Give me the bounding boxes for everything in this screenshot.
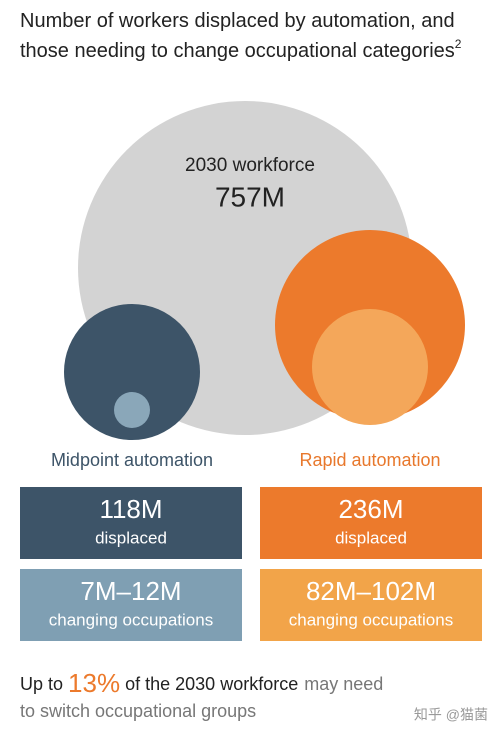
footer-prefix: Up to	[20, 674, 63, 694]
box	[260, 487, 482, 559]
workforce-label: 2030 workforce	[185, 155, 315, 176]
box-label: changing occupations	[289, 610, 453, 629]
footer-suffix: to switch occupational groups	[20, 701, 256, 721]
box-label: displaced	[335, 528, 407, 547]
title-line: Number of workers displaced by automatio…	[20, 10, 455, 32]
workforce-value: 757M	[215, 181, 285, 212]
box	[20, 487, 242, 559]
footer-line: Up to 13% of the 2030 workforce	[20, 668, 298, 698]
box-value: 118M	[99, 494, 162, 524]
title: those needing to change occupational cat…	[20, 40, 455, 62]
scenario-name: Midpoint automation	[51, 450, 213, 470]
footer-middle: of the 2030 workforce	[125, 674, 298, 694]
midpoint-inner-circle	[114, 392, 150, 428]
title: Number of workers displaced by automatio…	[20, 10, 455, 32]
footer-highlight: 13%	[68, 668, 120, 698]
box-label: changing occupations	[49, 610, 213, 629]
box-label: displaced	[95, 528, 167, 547]
footnote: 2	[455, 37, 462, 51]
midpoint-circle	[64, 304, 200, 440]
watermark: 知乎 @猫菌	[414, 707, 488, 723]
title-line: those needing to change occupational cat…	[20, 37, 462, 62]
box-value: 82M–102M	[306, 576, 436, 606]
footer-suffix: may need	[304, 674, 383, 694]
rapid-inner-circle	[312, 309, 428, 425]
scenario-name: Rapid automation	[299, 450, 440, 470]
box	[260, 569, 482, 641]
box-value: 236M	[338, 494, 403, 524]
box-value: 7M–12M	[80, 576, 181, 606]
box	[20, 569, 242, 641]
